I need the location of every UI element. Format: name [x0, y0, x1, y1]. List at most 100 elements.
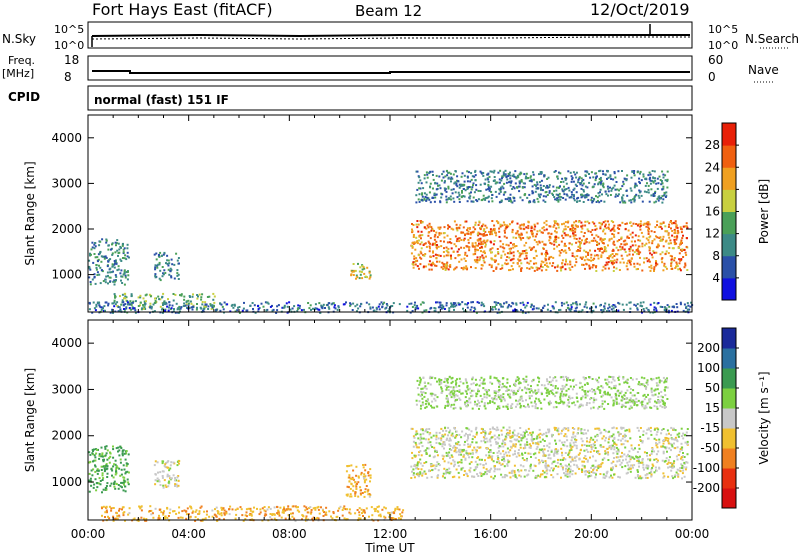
- data-cell: [659, 236, 662, 239]
- data-cell: [484, 224, 487, 227]
- beam-label: Beam 12: [355, 2, 422, 20]
- data-cell: [593, 198, 596, 201]
- data-cell: [525, 430, 528, 433]
- data-cell: [115, 468, 118, 471]
- data-cell: [685, 222, 688, 225]
- data-cell: [572, 194, 575, 196]
- data-cell: [654, 192, 656, 195]
- data-cell: [463, 180, 466, 183]
- data-cell: [525, 429, 527, 432]
- data-cell: [573, 237, 576, 240]
- data-cell: [204, 301, 207, 304]
- data-cell: [539, 193, 542, 196]
- data-cell: [554, 439, 557, 442]
- data-cell: [421, 199, 424, 202]
- data-cell: [190, 302, 193, 305]
- data-cell: [115, 275, 118, 278]
- data-cell: [681, 248, 684, 251]
- data-cell: [675, 261, 678, 264]
- data-cell: [452, 446, 455, 449]
- data-cell: [653, 306, 656, 309]
- data-cell: [169, 467, 172, 470]
- data-cell: [369, 476, 372, 479]
- data-cell: [579, 303, 581, 306]
- data-cell: [676, 235, 679, 238]
- data-cell: [450, 176, 453, 179]
- data-cell: [154, 266, 157, 269]
- data-cell: [522, 436, 525, 439]
- data-cell: [447, 247, 450, 250]
- data-cell: [406, 309, 409, 312]
- data-cell: [349, 304, 352, 307]
- data-cell: [642, 308, 645, 310]
- data-cell: [656, 431, 659, 433]
- data-cell: [106, 511, 108, 514]
- data-cell: [537, 433, 540, 436]
- data-cell: [456, 179, 458, 182]
- data-cell: [562, 428, 565, 431]
- data-cell: [558, 309, 560, 311]
- data-cell: [660, 432, 663, 435]
- data-cell: [431, 261, 434, 264]
- data-cell: [671, 267, 674, 270]
- data-cell: [610, 446, 613, 449]
- data-cell: [652, 181, 655, 184]
- data-cell: [595, 270, 598, 272]
- data-cell: [479, 190, 482, 192]
- data-cell: [210, 307, 213, 310]
- data-cell: [525, 304, 528, 307]
- data-cell: [653, 231, 656, 233]
- data-cell: [475, 199, 478, 201]
- data-cell: [658, 466, 661, 469]
- data-cell: [231, 303, 234, 306]
- data-cell: [631, 244, 634, 247]
- data-cell: [586, 194, 589, 197]
- data-cell: [426, 176, 429, 179]
- data-cell: [513, 199, 516, 202]
- data-cell: [432, 250, 434, 253]
- data-cell: [113, 480, 116, 483]
- data-cell: [443, 447, 445, 450]
- data-cell: [574, 472, 577, 475]
- data-cell: [496, 451, 499, 454]
- data-cell: [484, 243, 487, 246]
- data-cell: [526, 474, 529, 477]
- data-cell: [546, 265, 549, 268]
- data-cell: [563, 193, 566, 196]
- data-cell: [689, 305, 692, 308]
- data-cell: [612, 186, 615, 189]
- data-cell: [121, 452, 124, 455]
- data-cell: [498, 181, 501, 184]
- data-cell: [168, 511, 171, 514]
- data-cell: [109, 280, 112, 283]
- data-cell: [174, 477, 177, 479]
- data-cell: [213, 295, 216, 298]
- data-cell: [585, 448, 588, 451]
- data-cell: [450, 305, 452, 308]
- data-cell: [654, 190, 657, 193]
- data-cell: [88, 265, 91, 268]
- data-cell: [682, 455, 684, 458]
- data-cell: [636, 252, 639, 255]
- data-cell: [608, 238, 611, 241]
- data-cell: [161, 460, 164, 463]
- data-cell: [533, 257, 536, 260]
- data-cell: [630, 201, 633, 204]
- data-cell: [345, 470, 348, 473]
- data-cell: [585, 301, 588, 304]
- data-cell: [476, 258, 479, 261]
- data-cell: [535, 437, 538, 440]
- data-cell: [559, 458, 562, 461]
- data-cell: [159, 251, 162, 254]
- data-cell: [158, 263, 161, 266]
- data-cell: [605, 227, 608, 230]
- data-cell: [528, 446, 531, 449]
- data-cell: [367, 471, 370, 474]
- data-cell: [577, 245, 580, 248]
- data-cell: [531, 233, 534, 236]
- data-cell: [667, 461, 670, 464]
- data-cell: [125, 307, 128, 310]
- data-cell: [645, 177, 648, 180]
